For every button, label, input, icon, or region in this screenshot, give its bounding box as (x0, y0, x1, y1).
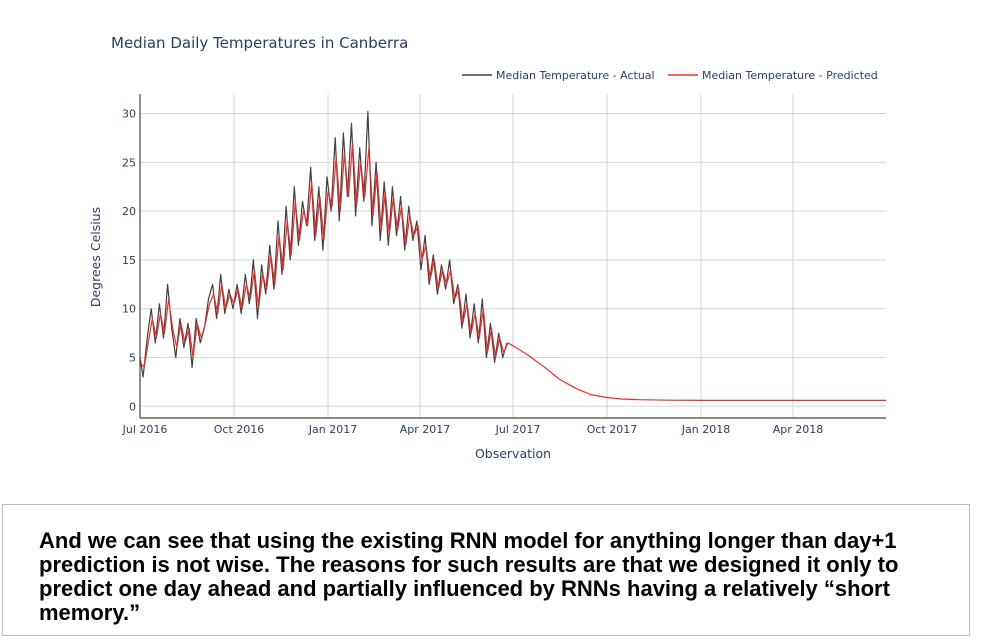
caption-text: And we can see that using the existing R… (39, 528, 899, 625)
x-tick-label: Apr 2017 (400, 423, 451, 436)
series-line-actual[interactable] (139, 110, 508, 378)
y-tick-label: 20 (122, 205, 136, 218)
x-tick-label: Jan 2017 (308, 423, 357, 436)
y-tick-label: 5 (129, 351, 136, 364)
axis-layer: 0 5 10 15 20 25 30 Jul 2016 Oct 2016 Jan 2017 Apr … (122, 94, 886, 436)
chart-svg: Median Daily Temperatures in Canberra 0 5… (88, 34, 886, 461)
legend-label-predicted: Median Temperature - Predicted (702, 69, 878, 82)
y-tick-label: 0 (129, 400, 136, 413)
series-layer (139, 110, 886, 401)
grid-layer (139, 94, 886, 418)
y-axis-title: Degrees Celsius (88, 207, 103, 307)
legend[interactable]: Median Temperature - Actual Median Tempe… (462, 69, 878, 82)
x-tick-label: Apr 2018 (773, 423, 824, 436)
x-tick-label: Oct 2017 (587, 423, 638, 436)
x-tick-label: Jul 2016 (122, 423, 168, 436)
x-axis-title: Observation (475, 446, 551, 461)
x-tick-label: Oct 2016 (214, 423, 265, 436)
caption-box: And we can see that using the existing R… (2, 504, 970, 636)
series-line-predicted[interactable] (139, 142, 886, 401)
x-tick-label: Jan 2018 (681, 423, 730, 436)
y-tick-label: 25 (122, 156, 136, 169)
y-tick-label: 10 (122, 303, 136, 316)
x-tick-label: Jul 2017 (495, 423, 541, 436)
chart-title: Median Daily Temperatures in Canberra (111, 34, 408, 52)
y-tick-label: 30 (122, 108, 136, 121)
y-tick-label: 15 (122, 254, 136, 267)
temperature-chart: Median Daily Temperatures in Canberra 0 5… (88, 34, 886, 461)
legend-label-actual: Median Temperature - Actual (496, 69, 655, 82)
